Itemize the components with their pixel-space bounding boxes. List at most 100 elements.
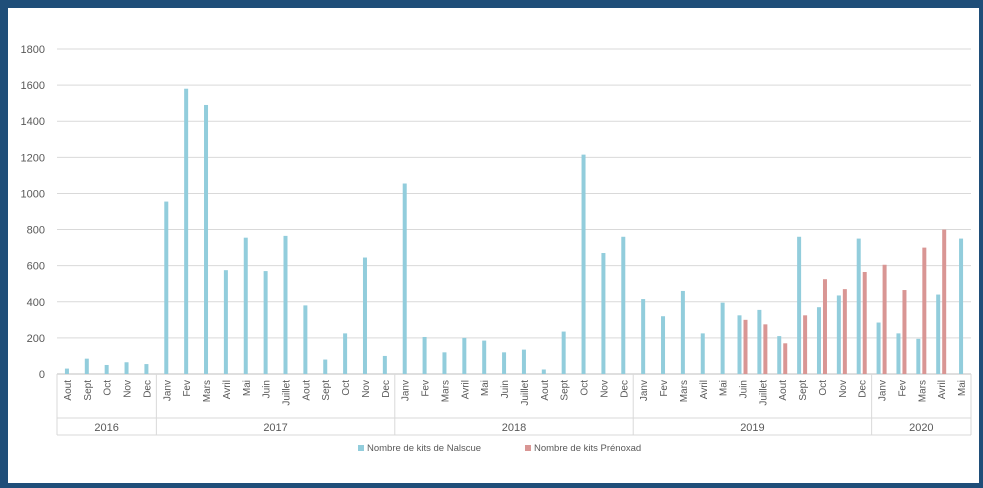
y-tick-label: 1600 (21, 80, 45, 92)
x-tick-label: Nov (361, 380, 372, 398)
x-tick-label: Sept (798, 380, 809, 401)
x-tick-label: Juillet (758, 380, 769, 406)
legend-swatch (358, 445, 364, 451)
x-tick-label: Aout (301, 380, 312, 401)
bar-nalscue (797, 236, 802, 374)
bar-prenoxad (743, 319, 748, 374)
bar-nalscue (343, 333, 348, 374)
bar-nalscue (836, 295, 841, 374)
bar-nalscue (816, 307, 821, 374)
bar-nalscue (700, 333, 705, 374)
x-tick-label: Juin (262, 380, 273, 398)
bar-nalscue (462, 337, 467, 374)
x-tick-label: Oct (580, 380, 591, 396)
y-tick-label: 1000 (21, 188, 45, 200)
x-tick-label: Aout (540, 380, 551, 401)
y-axis-ticks: 0 200 400 600 800 1000 1200 1400 1600 1800 (21, 44, 45, 381)
x-tick-label: Fev (421, 380, 432, 397)
x-tick-label: Fev (659, 380, 670, 397)
x-tick-label: Oct (818, 380, 829, 396)
bar-prenoxad (922, 247, 927, 374)
y-tick-label: 1800 (21, 44, 45, 56)
bar-nalscue (263, 271, 268, 374)
x-tick-label: Sept (560, 380, 571, 401)
x-tick-label: Dec (858, 380, 869, 398)
bar-nalscue (521, 349, 526, 374)
x-tick-label: Aout (778, 380, 789, 401)
chart-panel: 0 200 400 600 800 1000 1200 1400 1600 1800 Aout Se… (8, 8, 979, 483)
legend-label: Nombre de kits de Nalscue (367, 443, 481, 454)
bar-nalscue (856, 238, 861, 374)
x-tick-label: Sept (321, 380, 332, 401)
bar-prenoxad (842, 289, 847, 374)
year-group-label: 2016 (94, 422, 118, 434)
x-tick-label: Nov (599, 380, 610, 398)
bars (64, 88, 964, 374)
legend-swatch (525, 445, 531, 451)
bar-nalscue (641, 299, 646, 374)
x-tick-label: Fev (897, 380, 908, 397)
bar-prenoxad (902, 290, 907, 374)
x-tick-label: Mai (480, 380, 491, 396)
x-tick-label: Juin (739, 380, 750, 398)
bar-nalscue (362, 257, 367, 374)
x-tick-label: Janv (878, 380, 889, 401)
x-tick-label: Mars (440, 380, 451, 402)
bar-prenoxad (803, 315, 808, 374)
bar-nalscue (283, 235, 288, 374)
x-tick-label: Avril (937, 380, 948, 399)
bar-nalscue (661, 316, 666, 374)
bar-prenoxad (783, 343, 788, 374)
bar-nalscue (541, 369, 546, 374)
bar-nalscue (303, 305, 308, 374)
x-tick-label: Nov (123, 380, 134, 398)
y-tick-label: 1200 (21, 152, 45, 164)
bar-nalscue (876, 322, 881, 374)
bar-nalscue (959, 238, 964, 374)
bar-nalscue (243, 237, 248, 374)
x-tick-label: Juillet (520, 380, 531, 406)
bar-nalscue (720, 302, 725, 374)
bar-nalscue (64, 368, 69, 374)
bar-chart: 0 200 400 600 800 1000 1200 1400 1600 1800 Aout Se… (21, 44, 972, 454)
bar-nalscue (737, 315, 742, 374)
y-tick-label: 0 (39, 369, 45, 381)
bar-prenoxad (862, 271, 867, 374)
bar-nalscue (164, 201, 169, 374)
bar-nalscue (581, 154, 586, 374)
x-tick-label: Juin (500, 380, 511, 398)
bar-nalscue (144, 364, 149, 374)
year-group-label: 2018 (502, 422, 526, 434)
bar-prenoxad (763, 324, 768, 374)
x-tick-label: Dec (142, 380, 153, 398)
y-tick-label: 200 (27, 333, 45, 345)
x-tick-label: Mars (202, 380, 213, 402)
x-tick-label: Oct (103, 380, 114, 396)
bar-nalscue (124, 362, 129, 374)
x-tick-label: Dec (619, 380, 630, 398)
bar-nalscue (680, 290, 685, 374)
x-tick-label: Avril (699, 380, 710, 399)
x-tick-label: Mars (679, 380, 690, 402)
bar-nalscue (422, 336, 427, 374)
x-tick-label: Janv (401, 380, 412, 401)
x-tick-label: Mai (719, 380, 730, 396)
x-tick-label: Dec (381, 380, 392, 398)
x-tick-label: Janv (162, 380, 173, 401)
bar-nalscue (601, 253, 606, 374)
x-tick-label: Avril (222, 380, 233, 399)
bar-nalscue (402, 183, 407, 374)
x-tick-label: Sept (83, 380, 94, 401)
bar-nalscue (382, 355, 387, 374)
x-tick-label: Juillet (282, 380, 293, 406)
bar-nalscue (936, 294, 941, 374)
bar-nalscue (482, 340, 487, 374)
bar-nalscue (323, 359, 328, 374)
legend-label: Nombre de kits Prénoxad (534, 443, 641, 454)
bar-prenoxad (822, 279, 827, 374)
y-tick-label: 400 (27, 297, 45, 309)
bar-nalscue (561, 331, 566, 374)
x-tick-label: Mars (917, 380, 928, 402)
bar-nalscue (204, 104, 209, 374)
x-tick-label: Mai (957, 380, 968, 396)
